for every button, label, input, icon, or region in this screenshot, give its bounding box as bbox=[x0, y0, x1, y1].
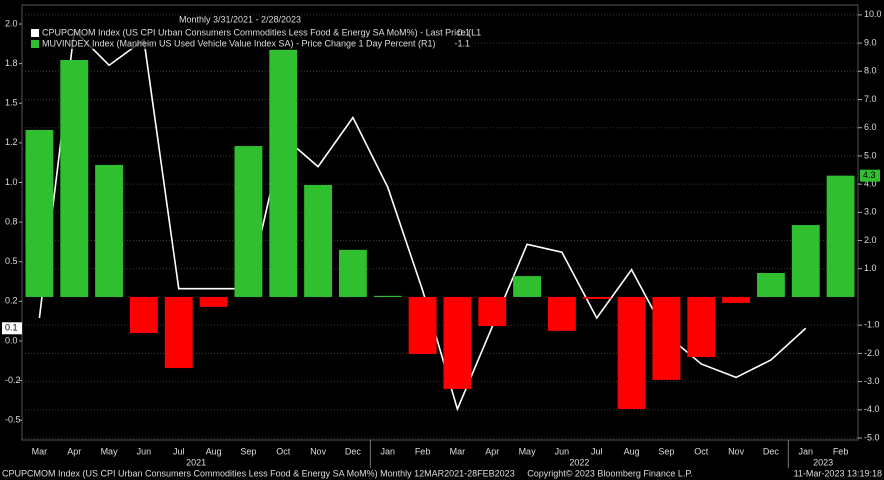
x-tick-label: Oct bbox=[694, 446, 709, 456]
bar bbox=[95, 164, 124, 297]
x-tick-label: Nov bbox=[310, 446, 327, 456]
bar bbox=[791, 225, 820, 297]
legend-label: CPUPCMOM Index (US CPI Urban Consumers C… bbox=[42, 27, 481, 37]
x-tick-label: Oct bbox=[276, 446, 291, 456]
y-tick-label: 1.0 bbox=[5, 177, 18, 187]
y-tick-label: 2.0 bbox=[5, 18, 18, 28]
bar bbox=[373, 295, 402, 297]
x-tick-label: Jul bbox=[173, 446, 185, 456]
bar bbox=[513, 276, 542, 297]
x-tick-label: Aug bbox=[624, 446, 640, 456]
y2-tick-label: 6.0 bbox=[864, 122, 877, 132]
y2-tick-label: 3.0 bbox=[864, 207, 877, 217]
legend-title: Monthly 3/31/2021 - 2/28/2023 bbox=[179, 14, 301, 24]
y2-tick-label: 10.0 bbox=[864, 9, 882, 19]
x-year-label: 2023 bbox=[813, 457, 833, 467]
bar bbox=[687, 296, 716, 358]
legend-swatch bbox=[31, 40, 39, 48]
x-tick-label: Mar bbox=[32, 446, 48, 456]
x-tick-label: Sep bbox=[240, 446, 256, 456]
y2-tick-label: 2.0 bbox=[864, 235, 877, 245]
bar bbox=[199, 296, 228, 307]
last-value-tag bbox=[2, 322, 22, 335]
bar bbox=[547, 296, 576, 331]
bar bbox=[826, 175, 855, 297]
x-tick-label: Jan bbox=[380, 446, 395, 456]
y2-tick-label: 7.0 bbox=[864, 94, 877, 104]
y-tick-label: 0.2 bbox=[5, 296, 18, 306]
footer-left: CPUPCMOM Index (US CPI Urban Consumers C… bbox=[2, 468, 515, 478]
y-tick-label: 0.8 bbox=[5, 216, 18, 226]
y-tick-label: 0.0 bbox=[5, 335, 18, 345]
bar bbox=[338, 249, 367, 297]
x-tick-label: Mar bbox=[450, 446, 466, 456]
footer-right: 11-Mar-2023 13:19:18 bbox=[794, 468, 882, 478]
y2-tick-label: 9.0 bbox=[864, 37, 877, 47]
legend-value: -1.1 bbox=[454, 38, 470, 48]
x-tick-label: Apr bbox=[67, 446, 81, 456]
y-tick-label: 1.8 bbox=[5, 58, 18, 68]
y-tick-label: 1.2 bbox=[5, 137, 18, 147]
x-tick-label: Sep bbox=[658, 446, 674, 456]
x-tick-label: Jan bbox=[798, 446, 813, 456]
bar bbox=[582, 296, 611, 299]
x-tick-label: May bbox=[101, 446, 119, 456]
bar bbox=[722, 296, 751, 303]
bar bbox=[443, 296, 472, 389]
x-tick-label: May bbox=[519, 446, 537, 456]
x-tick-label: Jun bbox=[555, 446, 570, 456]
x-tick-label: Dec bbox=[345, 446, 362, 456]
y2-tick-label: -4.0 bbox=[864, 404, 880, 414]
bar bbox=[652, 296, 681, 380]
legend-swatch bbox=[31, 29, 39, 37]
x-tick-label: Feb bbox=[833, 446, 849, 456]
legend-box bbox=[28, 27, 474, 49]
last-value-label: 4.3 bbox=[863, 170, 876, 180]
bar bbox=[408, 296, 437, 354]
x-tick-label: Aug bbox=[206, 446, 222, 456]
last-value-label: 0.1 bbox=[5, 323, 18, 333]
bar bbox=[756, 272, 785, 297]
bar bbox=[25, 129, 54, 297]
y2-tick-label: -5.0 bbox=[864, 432, 880, 442]
bar bbox=[234, 146, 263, 297]
y2-tick-label: -1.0 bbox=[864, 320, 880, 330]
x-year-label: 2021 bbox=[186, 457, 206, 467]
bar bbox=[617, 296, 646, 409]
bar bbox=[269, 49, 298, 297]
x-tick-label: Nov bbox=[728, 446, 745, 456]
bar bbox=[304, 184, 333, 297]
bar bbox=[129, 296, 158, 334]
bar bbox=[478, 296, 507, 327]
y-tick-label: -0.2 bbox=[5, 375, 21, 385]
y-tick-label: -0.5 bbox=[5, 415, 21, 425]
y2-tick-label: -3.0 bbox=[864, 376, 880, 386]
y2-tick-label: 8.0 bbox=[864, 66, 877, 76]
y2-tick-label: 5.0 bbox=[864, 150, 877, 160]
x-tick-label: Apr bbox=[485, 446, 499, 456]
bar bbox=[164, 296, 193, 369]
y2-tick-label: -2.0 bbox=[864, 348, 880, 358]
x-year-label: 2022 bbox=[569, 457, 589, 467]
x-tick-label: Jun bbox=[137, 446, 152, 456]
y-tick-label: 0.5 bbox=[5, 256, 18, 266]
y2-tick-label: 4.0 bbox=[864, 179, 877, 189]
legend-value: 0.1 bbox=[457, 27, 470, 37]
footer-center: Copyright© 2023 Bloomberg Finance L.P. bbox=[527, 468, 693, 478]
legend-label: MUVINDEX Index (Manheim US Used Vehicle … bbox=[42, 38, 436, 48]
last-value-tag bbox=[860, 169, 880, 182]
y-tick-label: 1.5 bbox=[5, 98, 18, 108]
y2-tick-label: 1.0 bbox=[864, 263, 877, 273]
x-tick-label: Feb bbox=[415, 446, 431, 456]
x-tick-label: Dec bbox=[763, 446, 780, 456]
bar bbox=[60, 60, 89, 297]
x-tick-label: Jul bbox=[591, 446, 603, 456]
